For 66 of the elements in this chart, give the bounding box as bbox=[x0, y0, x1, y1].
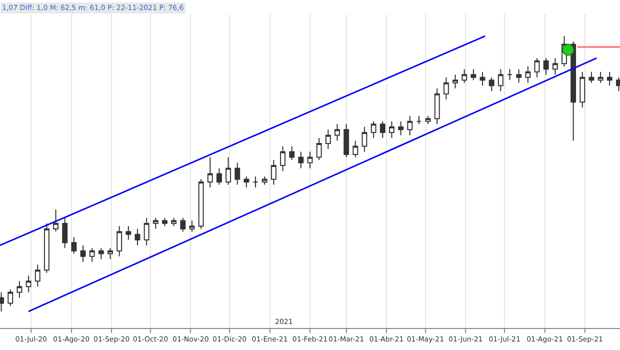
candlestick bbox=[407, 115, 413, 136]
candlestick bbox=[134, 228, 140, 246]
candlestick bbox=[198, 178, 204, 230]
candlestick bbox=[116, 226, 122, 257]
candlestick bbox=[289, 146, 295, 160]
candlestick bbox=[606, 71, 612, 86]
candlestick bbox=[362, 126, 368, 152]
candlestick bbox=[280, 146, 286, 172]
candlestick bbox=[398, 120, 404, 136]
candlestick bbox=[244, 176, 250, 188]
candlestick bbox=[71, 236, 77, 254]
candlestick bbox=[598, 71, 604, 84]
candlestick bbox=[62, 217, 68, 249]
candlestick bbox=[16, 280, 22, 298]
candlestick bbox=[298, 151, 304, 169]
candlestick bbox=[207, 156, 213, 188]
candlestick bbox=[144, 217, 150, 246]
candlestick bbox=[480, 71, 486, 86]
candlestick bbox=[370, 120, 376, 138]
candlestick bbox=[34, 264, 40, 288]
candlestick bbox=[53, 209, 58, 232]
candlestick bbox=[516, 68, 522, 84]
candlestick bbox=[570, 41, 576, 142]
candlestick bbox=[425, 115, 431, 125]
candlestick bbox=[325, 129, 331, 150]
candlestick bbox=[462, 68, 468, 84]
candlestick bbox=[180, 217, 186, 232]
candlestick bbox=[8, 288, 14, 306]
candlestick bbox=[26, 275, 32, 293]
candlestick bbox=[498, 68, 504, 92]
candlestick bbox=[543, 58, 549, 76]
candlestick bbox=[580, 71, 586, 108]
candlestick bbox=[98, 248, 104, 260]
candlestick bbox=[262, 176, 268, 186]
candlestick bbox=[334, 124, 340, 142]
candlestick bbox=[89, 248, 95, 262]
candlestick bbox=[226, 156, 232, 186]
candlestick bbox=[443, 76, 449, 100]
candlestick bbox=[152, 217, 158, 230]
candlestick bbox=[126, 226, 132, 240]
candlestick bbox=[171, 217, 177, 227]
candlestick bbox=[234, 162, 240, 186]
candlestick bbox=[525, 66, 531, 84]
candlestick bbox=[252, 176, 258, 188]
candlestick bbox=[416, 115, 422, 125]
candlestick bbox=[352, 140, 358, 158]
candlestick bbox=[434, 88, 440, 125]
candlestick bbox=[44, 222, 50, 274]
candlestick bbox=[108, 248, 113, 260]
candlestick bbox=[316, 137, 322, 160]
candlestick bbox=[307, 151, 313, 169]
candlestick bbox=[380, 120, 386, 138]
candlestick bbox=[344, 124, 350, 158]
candlestick bbox=[388, 120, 394, 138]
candlestick bbox=[452, 74, 458, 89]
candlestick bbox=[534, 58, 540, 78]
candlestick bbox=[588, 71, 594, 84]
candlestick bbox=[162, 217, 168, 227]
candlestick bbox=[80, 244, 86, 262]
candlestick bbox=[216, 168, 222, 186]
candlestick bbox=[488, 76, 494, 92]
candlestick bbox=[470, 68, 476, 81]
candlestick bbox=[270, 159, 276, 186]
candlestick bbox=[189, 220, 195, 232]
candlestick bbox=[552, 58, 558, 76]
candlestick bbox=[507, 68, 512, 81]
